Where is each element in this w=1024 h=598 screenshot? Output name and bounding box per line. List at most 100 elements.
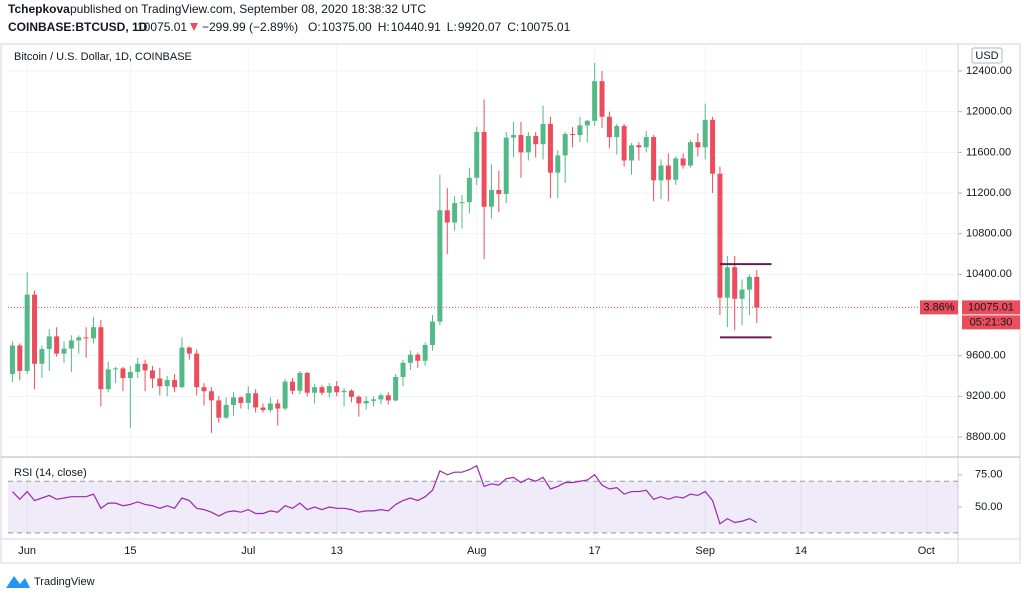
candle-body (289, 381, 295, 391)
candle-body (223, 404, 229, 418)
candle-body (275, 403, 281, 409)
candle-body (194, 353, 200, 388)
candle-body (238, 397, 244, 403)
candle-body (400, 362, 406, 378)
candle-body (312, 387, 318, 393)
candle-body (717, 173, 723, 298)
candle-body (754, 276, 760, 308)
candle-body (348, 390, 354, 397)
published: published on TradingView.com, September … (70, 2, 426, 16)
candle-body (17, 345, 23, 371)
candle-body (724, 267, 730, 298)
candle-body (444, 210, 450, 223)
candle-body (437, 210, 443, 322)
down-arrow (190, 23, 198, 31)
candle-body (496, 189, 502, 195)
rsi-band (8, 481, 958, 533)
candle-body (54, 336, 60, 354)
candle-body (68, 340, 74, 349)
candle-body (547, 123, 553, 173)
logo-icon (6, 576, 30, 588)
candle-body (216, 400, 222, 418)
candle-body (415, 354, 421, 361)
chart-title: Bitcoin / U.S. Dollar, 1D, COINBASE (14, 51, 192, 63)
rsi-line (11, 464, 758, 525)
x-tick-label: Jun (18, 545, 36, 557)
candle-body (297, 372, 303, 391)
candle-body (98, 327, 104, 390)
candle-body (105, 369, 111, 390)
currency-box (971, 47, 1003, 64)
y-tick-label: 11200.00 (966, 187, 1011, 199)
y-tick-label: 10800.00 (966, 228, 1012, 240)
candle-body (488, 189, 494, 207)
candle-body (732, 267, 738, 299)
candle-body (90, 327, 96, 339)
candle-body (231, 397, 237, 405)
rsi-title: RSI (14, close) (14, 467, 87, 479)
ohlc-label: L: (447, 20, 457, 34)
candle-body (555, 155, 561, 173)
candle-body (533, 136, 539, 145)
currency: USD (975, 50, 998, 62)
candle-body (407, 354, 413, 363)
logo: TradingView (6, 576, 95, 588)
candle-body (120, 368, 126, 379)
candle-body (592, 81, 598, 121)
candle-body (518, 135, 524, 153)
candle-body (46, 336, 52, 350)
candle-body (621, 125, 627, 161)
candle-body (540, 123, 546, 145)
ohlc-label: C: (507, 20, 519, 34)
candle-body (481, 132, 487, 207)
ohlc-label: H: (378, 20, 390, 34)
candle-body (260, 407, 266, 411)
x-tick-label: Oct (918, 545, 935, 557)
x-tick-label: 14 (795, 545, 807, 557)
x-tick-label: Sep (695, 545, 715, 557)
candle-body (665, 165, 671, 180)
ohlc-value: 10375.00 (322, 20, 372, 34)
y-tick-label: 12400.00 (966, 65, 1012, 77)
candle-body (61, 348, 67, 354)
x-tick-label: 15 (124, 545, 136, 557)
last-price: 10075.01 (137, 20, 187, 34)
candle-body (466, 177, 472, 203)
candle-body (562, 134, 568, 156)
candle-body (24, 294, 30, 371)
candle-body (304, 372, 310, 393)
x-tick-label: 17 (589, 545, 601, 557)
candle-body (186, 347, 192, 354)
change-tag-label: 3.86% (923, 301, 954, 313)
candle-body (680, 158, 686, 166)
y-tick-label: 11600.00 (966, 146, 1011, 158)
y-tick-label: 10400.00 (966, 268, 1012, 280)
candle-body (113, 368, 119, 370)
candle-body (356, 396, 362, 404)
candle-body (702, 119, 708, 148)
candle-body (629, 145, 635, 161)
candle-body (39, 349, 45, 364)
candle-body (452, 203, 458, 223)
candle-body (584, 120, 590, 126)
rsi-tick-label: 75.00 (975, 469, 1003, 481)
candle-body (201, 387, 207, 392)
ohlc-label: O: (308, 20, 321, 34)
candle-body (319, 387, 325, 393)
candle-body (503, 137, 509, 195)
ohlc-value: 10440.91 (391, 20, 441, 34)
brand: TradingView (34, 576, 95, 588)
price-tag-label: 10075.01 (968, 301, 1014, 313)
candle-body (282, 381, 288, 409)
candle-body (142, 363, 148, 371)
candle-body (746, 276, 752, 290)
candle-body (334, 386, 340, 393)
candle-body (127, 371, 133, 379)
candle-body (393, 377, 399, 401)
candle-body (172, 380, 178, 388)
candle-body (326, 386, 332, 393)
candle-body (363, 400, 369, 404)
candle-body (673, 158, 679, 180)
candle-body (577, 125, 583, 136)
